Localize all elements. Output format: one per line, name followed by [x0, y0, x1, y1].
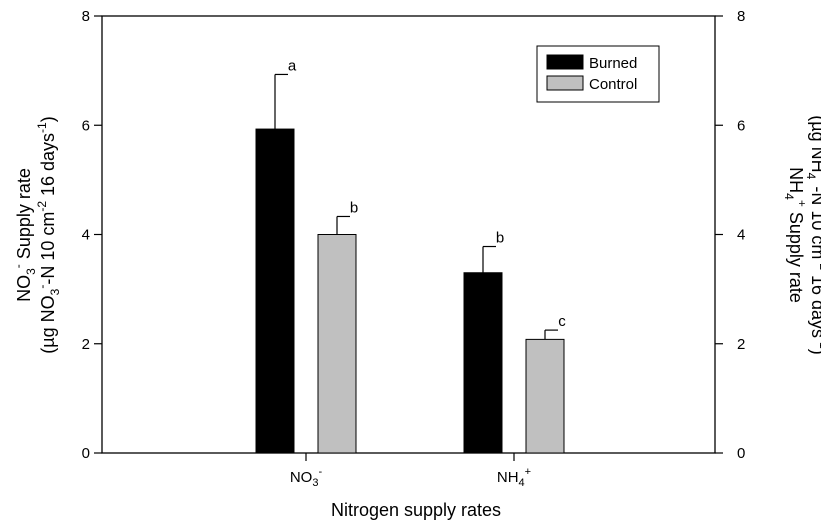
legend-swatch-control [546, 75, 584, 91]
x-axis-title: Nitrogen supply rates [331, 500, 501, 520]
x-tick-label: NH4+ [497, 466, 531, 489]
bars: a b b c [255, 57, 566, 454]
legend-label-burned: Burned [589, 55, 637, 72]
axes: 0 0 2 2 4 4 6 6 8 8 NO3- NH4+ [82, 8, 746, 489]
y-axis-unit-right: (µg NH4+-N 10 cm-2 16 days-1) [804, 115, 821, 354]
significance-letter: a [288, 57, 297, 74]
y-tick-label-left: 8 [82, 8, 90, 25]
y-tick-label-right: 2 [737, 336, 745, 353]
y-tick-label-right: 0 [737, 445, 745, 462]
legend-swatch-burned [546, 54, 584, 70]
y-tick-label-left: 2 [82, 336, 90, 353]
bar-burned [463, 272, 503, 454]
legend: Burned Control [536, 45, 660, 103]
y-tick-label-right: 8 [737, 8, 745, 25]
y-tick-label-left: 0 [82, 445, 90, 462]
y-axis-unit-left: (µg NO3--N 10 cm-2 16 days-1) [35, 116, 62, 353]
legend-label-control: Control [589, 76, 637, 93]
y-tick-label-right: 4 [737, 227, 745, 244]
x-tick-label: NO3- [290, 466, 323, 489]
significance-letter: b [496, 230, 504, 247]
bar-burned [255, 128, 295, 454]
y-tick-label-left: 4 [82, 227, 90, 244]
y-axis-title-left: NO3- Supply rate [11, 168, 38, 302]
bar-control [317, 234, 357, 454]
bar-control [525, 338, 565, 454]
y-tick-label-left: 6 [82, 117, 90, 134]
y-axis-title-right: NH4+ Supply rate [782, 167, 809, 303]
significance-letter: b [350, 199, 358, 216]
y-tick-label-right: 6 [737, 117, 745, 134]
significance-letter: c [558, 313, 566, 330]
